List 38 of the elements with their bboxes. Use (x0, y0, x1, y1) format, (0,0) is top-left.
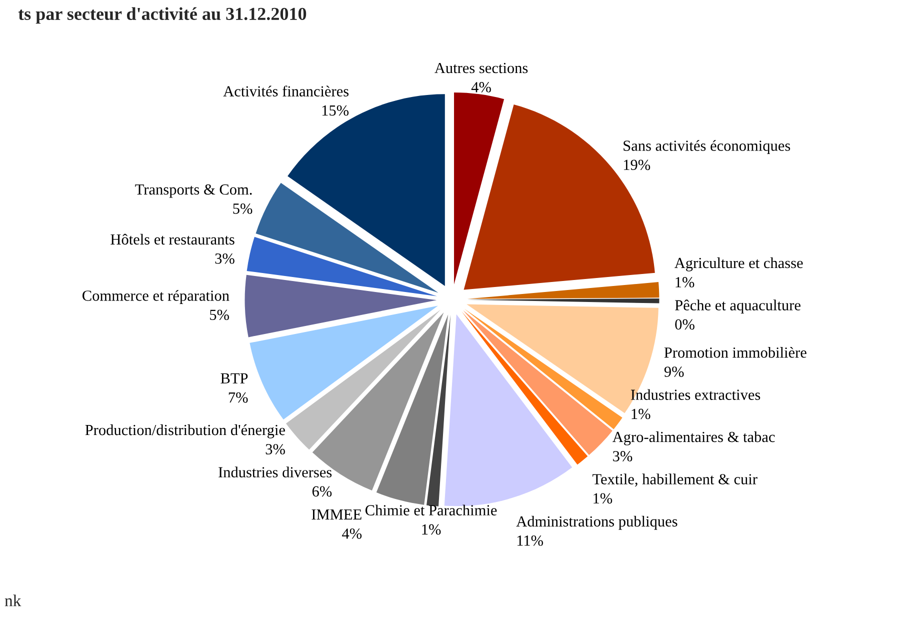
slice-label: Industries extractives (630, 389, 760, 400)
slice-label: Chimie et Parachimie (365, 504, 497, 516)
slice-label: Agriculture et chasse (674, 257, 803, 272)
chart-title: ts par secteur d'activité au 31.12.2010 (18, 7, 306, 24)
data-label: 6% (312, 486, 332, 497)
text: nk (4, 594, 22, 606)
slice-label: Agro-alimentaires & tabac (612, 431, 775, 446)
slice-label: Commerce et réparation (82, 290, 230, 304)
data-label: 19% (624, 160, 650, 170)
data-label: 15% (322, 105, 349, 116)
data-label: 3% (266, 444, 285, 454)
slice-label: Transports & Com. (135, 184, 252, 198)
data-label: 4% (471, 82, 491, 92)
data-label: 7% (228, 392, 248, 403)
slice-label: Activités financières (223, 86, 349, 96)
slice-label: Sans activités économiques (624, 140, 790, 154)
data-label: 5% (233, 204, 252, 214)
slice-label: Production/distribution d'énergie (85, 424, 285, 438)
data-label: 1% (422, 524, 441, 535)
slice-label: Industries diverses (218, 466, 332, 478)
slice-label: Autres sections (434, 62, 528, 74)
data-label: 11% (517, 535, 544, 546)
slice-label: Pêche et aquaculture (675, 300, 800, 314)
slice-label: Administrations publiques (516, 516, 678, 530)
data-label: 1% (676, 277, 694, 288)
slice-label: IMMEE (312, 509, 362, 520)
slice-label: BTP (220, 373, 248, 384)
data-label: 5% (210, 310, 229, 320)
data-label: 3% (215, 253, 234, 264)
slice-label: Promotion immobilière (664, 346, 806, 358)
data-label: 1% (632, 408, 650, 420)
slice-label: Hôtels et restaurants (110, 234, 234, 245)
data-label: 4% (342, 528, 362, 539)
data-label: 0% (675, 319, 694, 330)
slice-label: Textile, habillement & cuir (592, 474, 758, 487)
data-label: 1% (594, 493, 612, 504)
data-label: 9% (664, 366, 684, 377)
data-label: 3% (613, 451, 632, 462)
